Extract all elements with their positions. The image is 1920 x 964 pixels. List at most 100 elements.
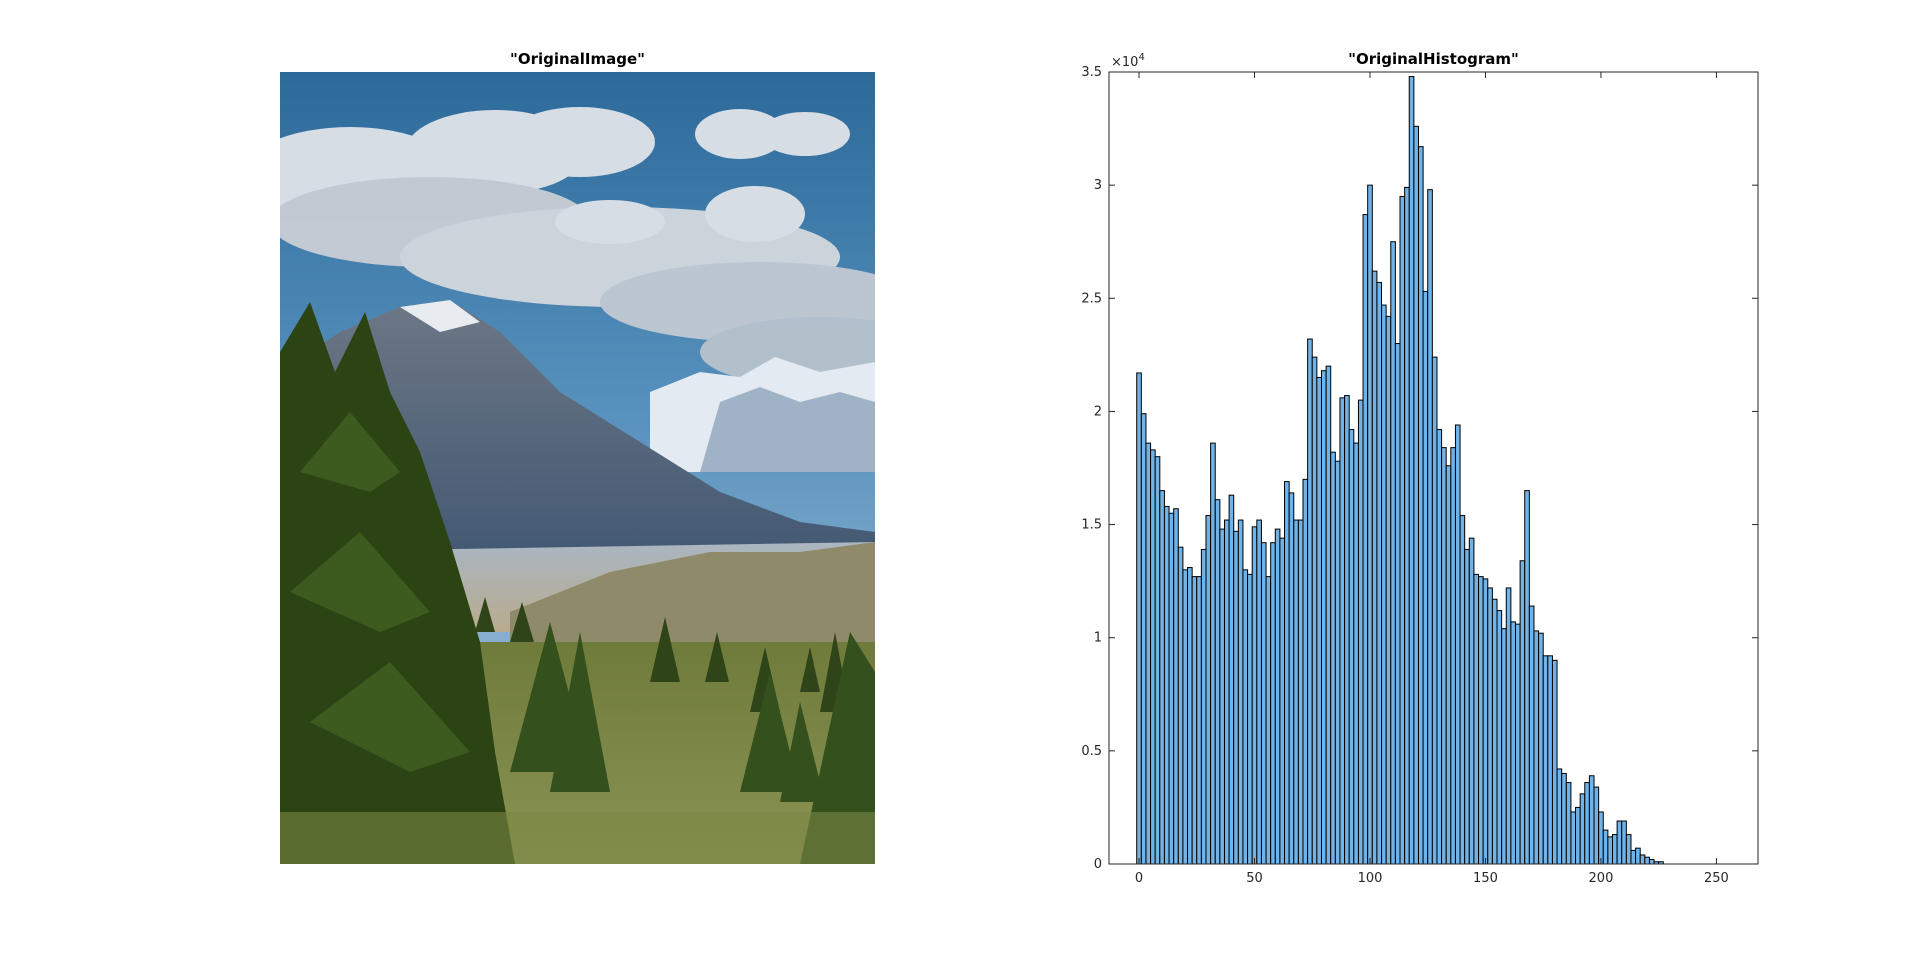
histogram-bar [1588, 775, 1595, 865]
histogram-bar [1394, 343, 1401, 865]
histogram-bar [1496, 610, 1503, 865]
histogram-bar [1223, 519, 1230, 865]
histogram-bar [1191, 576, 1198, 865]
x-tick-label: 0 [1135, 871, 1143, 886]
histogram-bar [1598, 811, 1604, 865]
histogram-bar [1575, 806, 1581, 865]
histogram-bar [1376, 281, 1383, 865]
histogram-bar [1265, 576, 1272, 865]
histogram-bar [1547, 655, 1553, 865]
histogram-bar [1635, 847, 1641, 865]
histogram-bar [1233, 530, 1239, 865]
histogram-bar [1297, 519, 1304, 865]
histogram-bar [1270, 542, 1276, 865]
histogram-bar [1459, 515, 1466, 865]
clouds [280, 107, 875, 387]
histogram-bar [1247, 573, 1253, 865]
histogram-bar [1284, 481, 1290, 865]
mountain-ridge-highlight [400, 300, 480, 332]
histogram-bar [1445, 465, 1452, 865]
histogram-bar [1491, 598, 1498, 865]
histogram-bar [1279, 537, 1286, 865]
y-tick-label: 3 [1094, 178, 1102, 193]
histogram-bar [1625, 834, 1632, 865]
histogram-bar [1362, 214, 1369, 865]
histogram-bar [1510, 621, 1516, 865]
histogram-bar [1159, 490, 1165, 865]
histogram-bar [1339, 397, 1346, 865]
histogram-bar [1570, 811, 1577, 865]
histogram-bar [1214, 499, 1221, 865]
histogram-bar [1454, 424, 1461, 865]
histogram-bar [1205, 515, 1212, 865]
histogram-bar [1436, 429, 1443, 865]
histogram-bar [1311, 356, 1318, 865]
mid-trees [510, 622, 875, 864]
histogram-bar [1274, 528, 1281, 865]
y-tick-label: 3.5 [1081, 65, 1102, 80]
histogram-bar [1482, 578, 1489, 865]
histogram-bar [1228, 494, 1235, 865]
histogram-bar [1579, 793, 1586, 865]
histogram-bar [1514, 623, 1521, 865]
histogram-bar [1528, 605, 1535, 865]
histogram-bar [1413, 125, 1419, 865]
y-tick-label: 0.5 [1081, 744, 1102, 759]
histogram-bar [1542, 655, 1549, 865]
histogram-bar [1505, 587, 1512, 865]
original-image [280, 72, 875, 864]
histogram-bar [1519, 560, 1526, 865]
histogram-bar [1353, 442, 1359, 865]
histogram-bar [1200, 548, 1207, 865]
axes-box [1108, 71, 1759, 865]
histogram-bar [1196, 576, 1202, 865]
histogram-bar [1145, 442, 1152, 865]
histogram-bar [1344, 395, 1350, 865]
histogram-bar [1524, 490, 1530, 865]
histogram-bar [1219, 528, 1225, 865]
histogram-bar [1639, 854, 1646, 865]
histogram-bar [1325, 365, 1332, 865]
histogram-bar [1468, 537, 1475, 865]
histogram-bar [1607, 836, 1613, 865]
histogram-bar [1390, 241, 1396, 865]
histogram-bar [1616, 820, 1623, 865]
histogram-bar [1478, 576, 1484, 865]
histogram-bar [1644, 856, 1650, 865]
histogram-bar [1621, 820, 1627, 865]
histogram-bar [1431, 356, 1438, 865]
histogram-bar [1316, 376, 1322, 865]
histogram-bar [1237, 519, 1244, 865]
histogram-bar [1177, 546, 1184, 865]
foreground-tree [280, 302, 515, 864]
histogram-bar [1556, 768, 1563, 865]
histogram-bar [1288, 492, 1295, 865]
histogram-bar [1464, 548, 1470, 865]
histogram-bar [1293, 519, 1299, 865]
histogram-bar [1408, 76, 1415, 865]
histogram-bar [1417, 146, 1424, 865]
histogram-bar [1611, 834, 1618, 865]
histogram-bar [1150, 449, 1156, 865]
histogram-bar [1399, 195, 1406, 865]
histogram-bar [1367, 184, 1373, 865]
histogram-bar [1330, 451, 1336, 865]
histogram-bar [1140, 413, 1147, 865]
histogram-bar [1256, 519, 1262, 865]
histogram-bar [1593, 786, 1600, 865]
histogram-bar [1565, 782, 1572, 865]
histogram-bar [1302, 478, 1309, 865]
histogram-bar [1427, 189, 1433, 865]
y-tick-label: 2 [1094, 404, 1102, 419]
histogram-bar [1602, 829, 1609, 865]
histogram-bar [1441, 447, 1447, 865]
x-tick-label: 50 [1246, 871, 1263, 886]
histogram-bar [1242, 569, 1249, 865]
histogram-bar [1404, 186, 1410, 865]
histogram-bar [1136, 372, 1142, 865]
histogram-bar [1584, 782, 1590, 865]
histogram-bar [1422, 290, 1429, 865]
histogram-bar [1182, 569, 1189, 865]
y-tick-label: 0 [1094, 857, 1102, 872]
